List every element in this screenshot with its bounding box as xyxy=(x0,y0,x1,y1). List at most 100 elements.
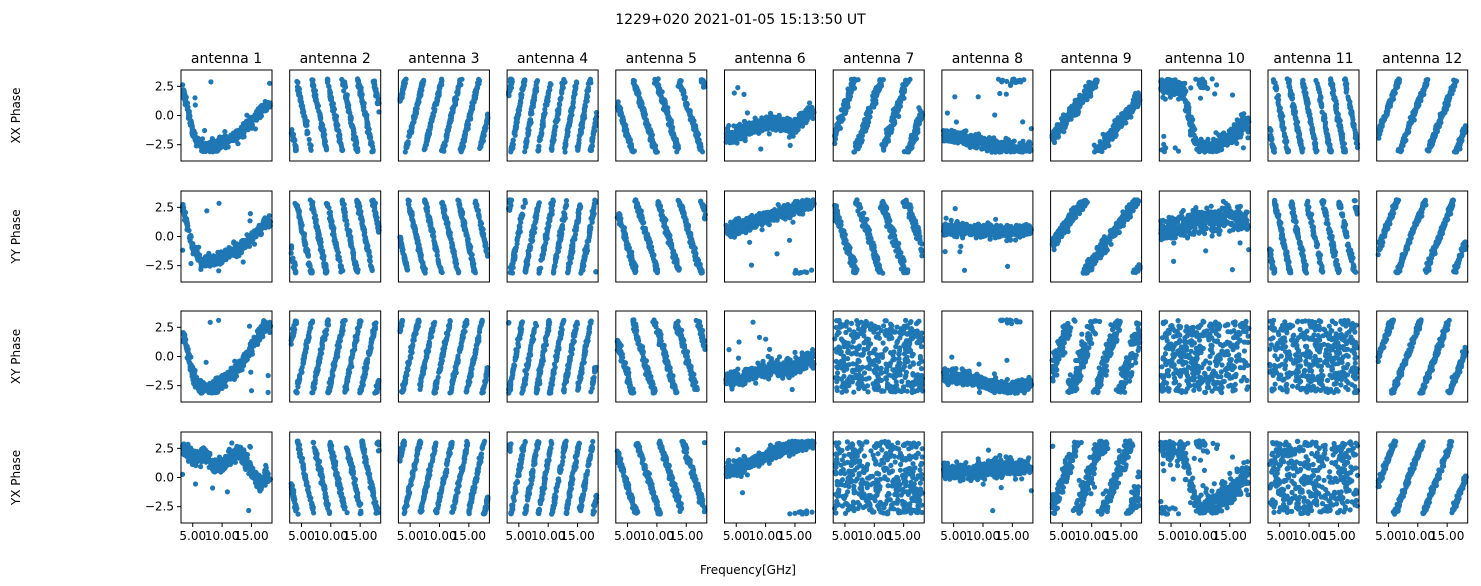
data-point xyxy=(451,106,456,111)
data-point xyxy=(1234,128,1239,133)
data-point xyxy=(509,81,514,86)
data-point xyxy=(839,115,844,120)
data-point xyxy=(1163,97,1168,102)
data-point xyxy=(764,125,769,130)
data-point xyxy=(358,90,363,95)
data-point xyxy=(449,113,454,118)
data-point xyxy=(1303,95,1308,100)
data-point xyxy=(1004,92,1009,97)
data-point xyxy=(1287,85,1292,90)
data-point xyxy=(700,79,705,84)
data-point xyxy=(1161,134,1166,139)
data-point xyxy=(1291,104,1296,109)
data-point xyxy=(1213,140,1218,145)
data-point xyxy=(884,137,889,142)
y-tick-label: 2.5 xyxy=(155,79,174,93)
data-point xyxy=(1185,114,1190,119)
data-point xyxy=(1172,92,1177,97)
data-point xyxy=(915,116,920,121)
data-point xyxy=(1196,78,1201,83)
data-point xyxy=(1011,77,1016,82)
data-point xyxy=(575,146,580,151)
panel-r1-c12 xyxy=(1376,70,1468,161)
data-point xyxy=(837,125,842,130)
data-point xyxy=(474,87,479,92)
data-point xyxy=(1089,85,1094,90)
panel-r1-c5 xyxy=(615,70,707,161)
data-point xyxy=(699,148,704,153)
data-point xyxy=(1330,82,1335,87)
panel-r1-c3 xyxy=(397,70,490,161)
data-point xyxy=(586,86,591,91)
data-point xyxy=(674,149,679,154)
data-point xyxy=(1310,131,1315,136)
data-point xyxy=(197,143,202,148)
data-point xyxy=(1325,134,1330,139)
data-point xyxy=(695,132,700,137)
data-point xyxy=(759,115,764,120)
data-point xyxy=(186,113,191,118)
antenna-title-2: antenna 2 xyxy=(300,51,371,67)
data-point xyxy=(592,121,597,126)
data-point xyxy=(539,127,544,132)
y-tick-label: −2.5 xyxy=(145,138,174,152)
data-point xyxy=(472,93,477,98)
data-point xyxy=(580,119,585,124)
data-point xyxy=(796,124,801,129)
data-point xyxy=(1314,148,1319,153)
data-point xyxy=(780,121,785,126)
data-point xyxy=(1210,76,1215,81)
data-point xyxy=(682,96,687,101)
data-point xyxy=(305,129,310,134)
data-point xyxy=(862,117,867,122)
data-point xyxy=(235,141,240,146)
data-point xyxy=(553,124,558,129)
data-point xyxy=(945,110,950,115)
data-point xyxy=(696,138,701,143)
data-point xyxy=(736,125,741,130)
data-point xyxy=(1193,136,1198,141)
panel-r1-c7 xyxy=(832,70,925,161)
data-point xyxy=(582,113,587,118)
data-point xyxy=(1290,92,1295,97)
data-point xyxy=(664,110,669,115)
data-point xyxy=(758,146,763,151)
data-point xyxy=(290,134,295,139)
data-point xyxy=(1294,120,1299,125)
data-point xyxy=(536,148,541,153)
data-point xyxy=(525,131,530,136)
data-point xyxy=(1284,138,1289,143)
data-point xyxy=(1073,98,1078,103)
data-point xyxy=(1245,119,1250,124)
data-point xyxy=(952,94,957,99)
data-point xyxy=(556,109,561,114)
data-point xyxy=(850,84,855,89)
panel-r1-c4 xyxy=(506,70,599,161)
data-point xyxy=(1296,125,1301,130)
data-point xyxy=(977,135,982,140)
data-point xyxy=(1304,100,1309,105)
data-point xyxy=(530,98,535,103)
data-point xyxy=(1293,115,1298,120)
data-point xyxy=(222,129,227,134)
data-point xyxy=(452,98,457,103)
data-point xyxy=(617,108,622,113)
data-point xyxy=(902,87,907,92)
data-point xyxy=(229,136,234,141)
data-point xyxy=(478,143,483,148)
data-point xyxy=(1020,119,1025,124)
data-point xyxy=(559,89,564,94)
data-point xyxy=(1336,112,1341,117)
antenna-title-1: antenna 1 xyxy=(191,51,262,67)
data-point xyxy=(1353,131,1358,136)
data-point xyxy=(477,78,482,83)
data-point xyxy=(181,87,186,92)
data-point xyxy=(401,86,406,91)
data-point xyxy=(366,130,371,135)
data-point xyxy=(1115,122,1120,127)
data-point xyxy=(945,137,950,142)
data-point xyxy=(1186,104,1191,109)
data-point xyxy=(315,101,320,106)
data-point xyxy=(764,120,769,125)
data-point xyxy=(1106,143,1111,148)
